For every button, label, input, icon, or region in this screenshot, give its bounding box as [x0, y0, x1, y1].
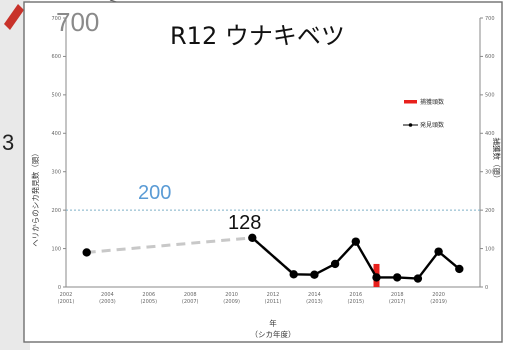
x-tick-label: 2010 — [225, 292, 238, 298]
x-tick-sublabel: (2003) — [99, 299, 116, 305]
data-point — [310, 270, 319, 279]
y-tick-label: 300 — [51, 170, 61, 176]
x-tick-label: 2012 — [267, 292, 280, 298]
y2-tick-label: 600 — [485, 54, 495, 60]
x-tick-label: 2008 — [184, 292, 197, 298]
x-tick-sublabel: (2007) — [182, 299, 199, 305]
red-arrow-shape — [4, 4, 24, 30]
x-tick-label: 2016 — [349, 292, 362, 298]
x-tick-sublabel: (2015) — [347, 299, 364, 305]
ymax-callout: 700 — [56, 7, 99, 37]
x-tick-label: 2002 — [60, 292, 73, 298]
chart-card — [23, 1, 503, 343]
y-tick-label: 400 — [51, 131, 61, 137]
x-tick-label: 2006 — [142, 292, 155, 298]
data-point — [455, 264, 464, 274]
data-point — [351, 237, 360, 246]
y2-tick-label: 200 — [485, 208, 495, 214]
data-point — [393, 273, 402, 282]
y-tick-label: 200 — [51, 208, 61, 214]
y-tick-label: 0 — [58, 285, 61, 291]
y2-tick-label: 100 — [485, 246, 495, 252]
x-tick-label: 2014 — [308, 292, 321, 298]
x-tick-labels: 2002(2001) 2004(2003) 2006(2005) 2008(2007)… — [58, 292, 447, 305]
y-tick-label: 100 — [51, 246, 61, 252]
reference-value-label: 200 — [138, 182, 171, 204]
y2-tick-label: 500 — [485, 93, 495, 99]
series-line — [251, 236, 461, 280]
y2-tick-label: 0 — [485, 285, 488, 291]
legend-swatch-bar — [404, 100, 417, 104]
y2-tick-label: 700 — [485, 16, 495, 22]
data-point — [330, 259, 340, 269]
x-tick-sublabel: (2001) — [58, 299, 75, 305]
x-tick-sublabel: (2005) — [140, 299, 157, 305]
y-tick-label: 700 — [51, 16, 61, 22]
legend-label-sighting: 発見頭数 — [420, 121, 444, 129]
chart-title: R12 ウナキベツ — [170, 22, 345, 50]
x-tick-label: 2020 — [432, 292, 445, 298]
data-point — [248, 233, 257, 243]
x-tick-sublabel: (2011) — [265, 299, 282, 305]
legend: 捕獲頭数 発見頭数 — [403, 98, 444, 129]
point-value-label: 128 — [228, 212, 261, 234]
y-tick-labels: 0 100 200 300 400 500 600 700 — [51, 16, 66, 291]
x-tick-sublabel: (2009) — [223, 299, 240, 305]
y-tick-label: 500 — [51, 93, 61, 99]
x-axis-title: 年 — [269, 318, 277, 328]
data-point — [82, 248, 91, 257]
x-tick-sublabel: (2019) — [430, 299, 447, 305]
y-tick-label: 600 — [51, 54, 61, 60]
line-series — [82, 233, 464, 283]
data-point — [372, 273, 381, 282]
page-number: 3 — [2, 130, 14, 155]
x-tick-sublabel: (2017) — [389, 299, 406, 305]
y2-tick-labels: 0 100 200 300 400 500 600 700 — [480, 16, 495, 291]
x-tick-label: 2018 — [391, 292, 404, 298]
y2-axis-title: 捕獲数（頭） — [492, 138, 502, 183]
y-axis-title: ヘリからのシカ発見数（頭） — [30, 149, 40, 247]
x-tick-label: 2004 — [101, 292, 114, 298]
x-tick-sublabel: (2013) — [306, 299, 323, 305]
data-point — [413, 274, 423, 283]
legend-swatch-marker — [408, 123, 413, 127]
y2-tick-label: 300 — [485, 170, 495, 176]
y2-tick-label: 400 — [485, 131, 495, 137]
legend-label-capture: 捕獲頭数 — [420, 98, 444, 106]
data-point — [434, 247, 443, 256]
x-axis-subtitle: （シカ年度） — [251, 329, 296, 339]
data-point — [289, 270, 298, 279]
